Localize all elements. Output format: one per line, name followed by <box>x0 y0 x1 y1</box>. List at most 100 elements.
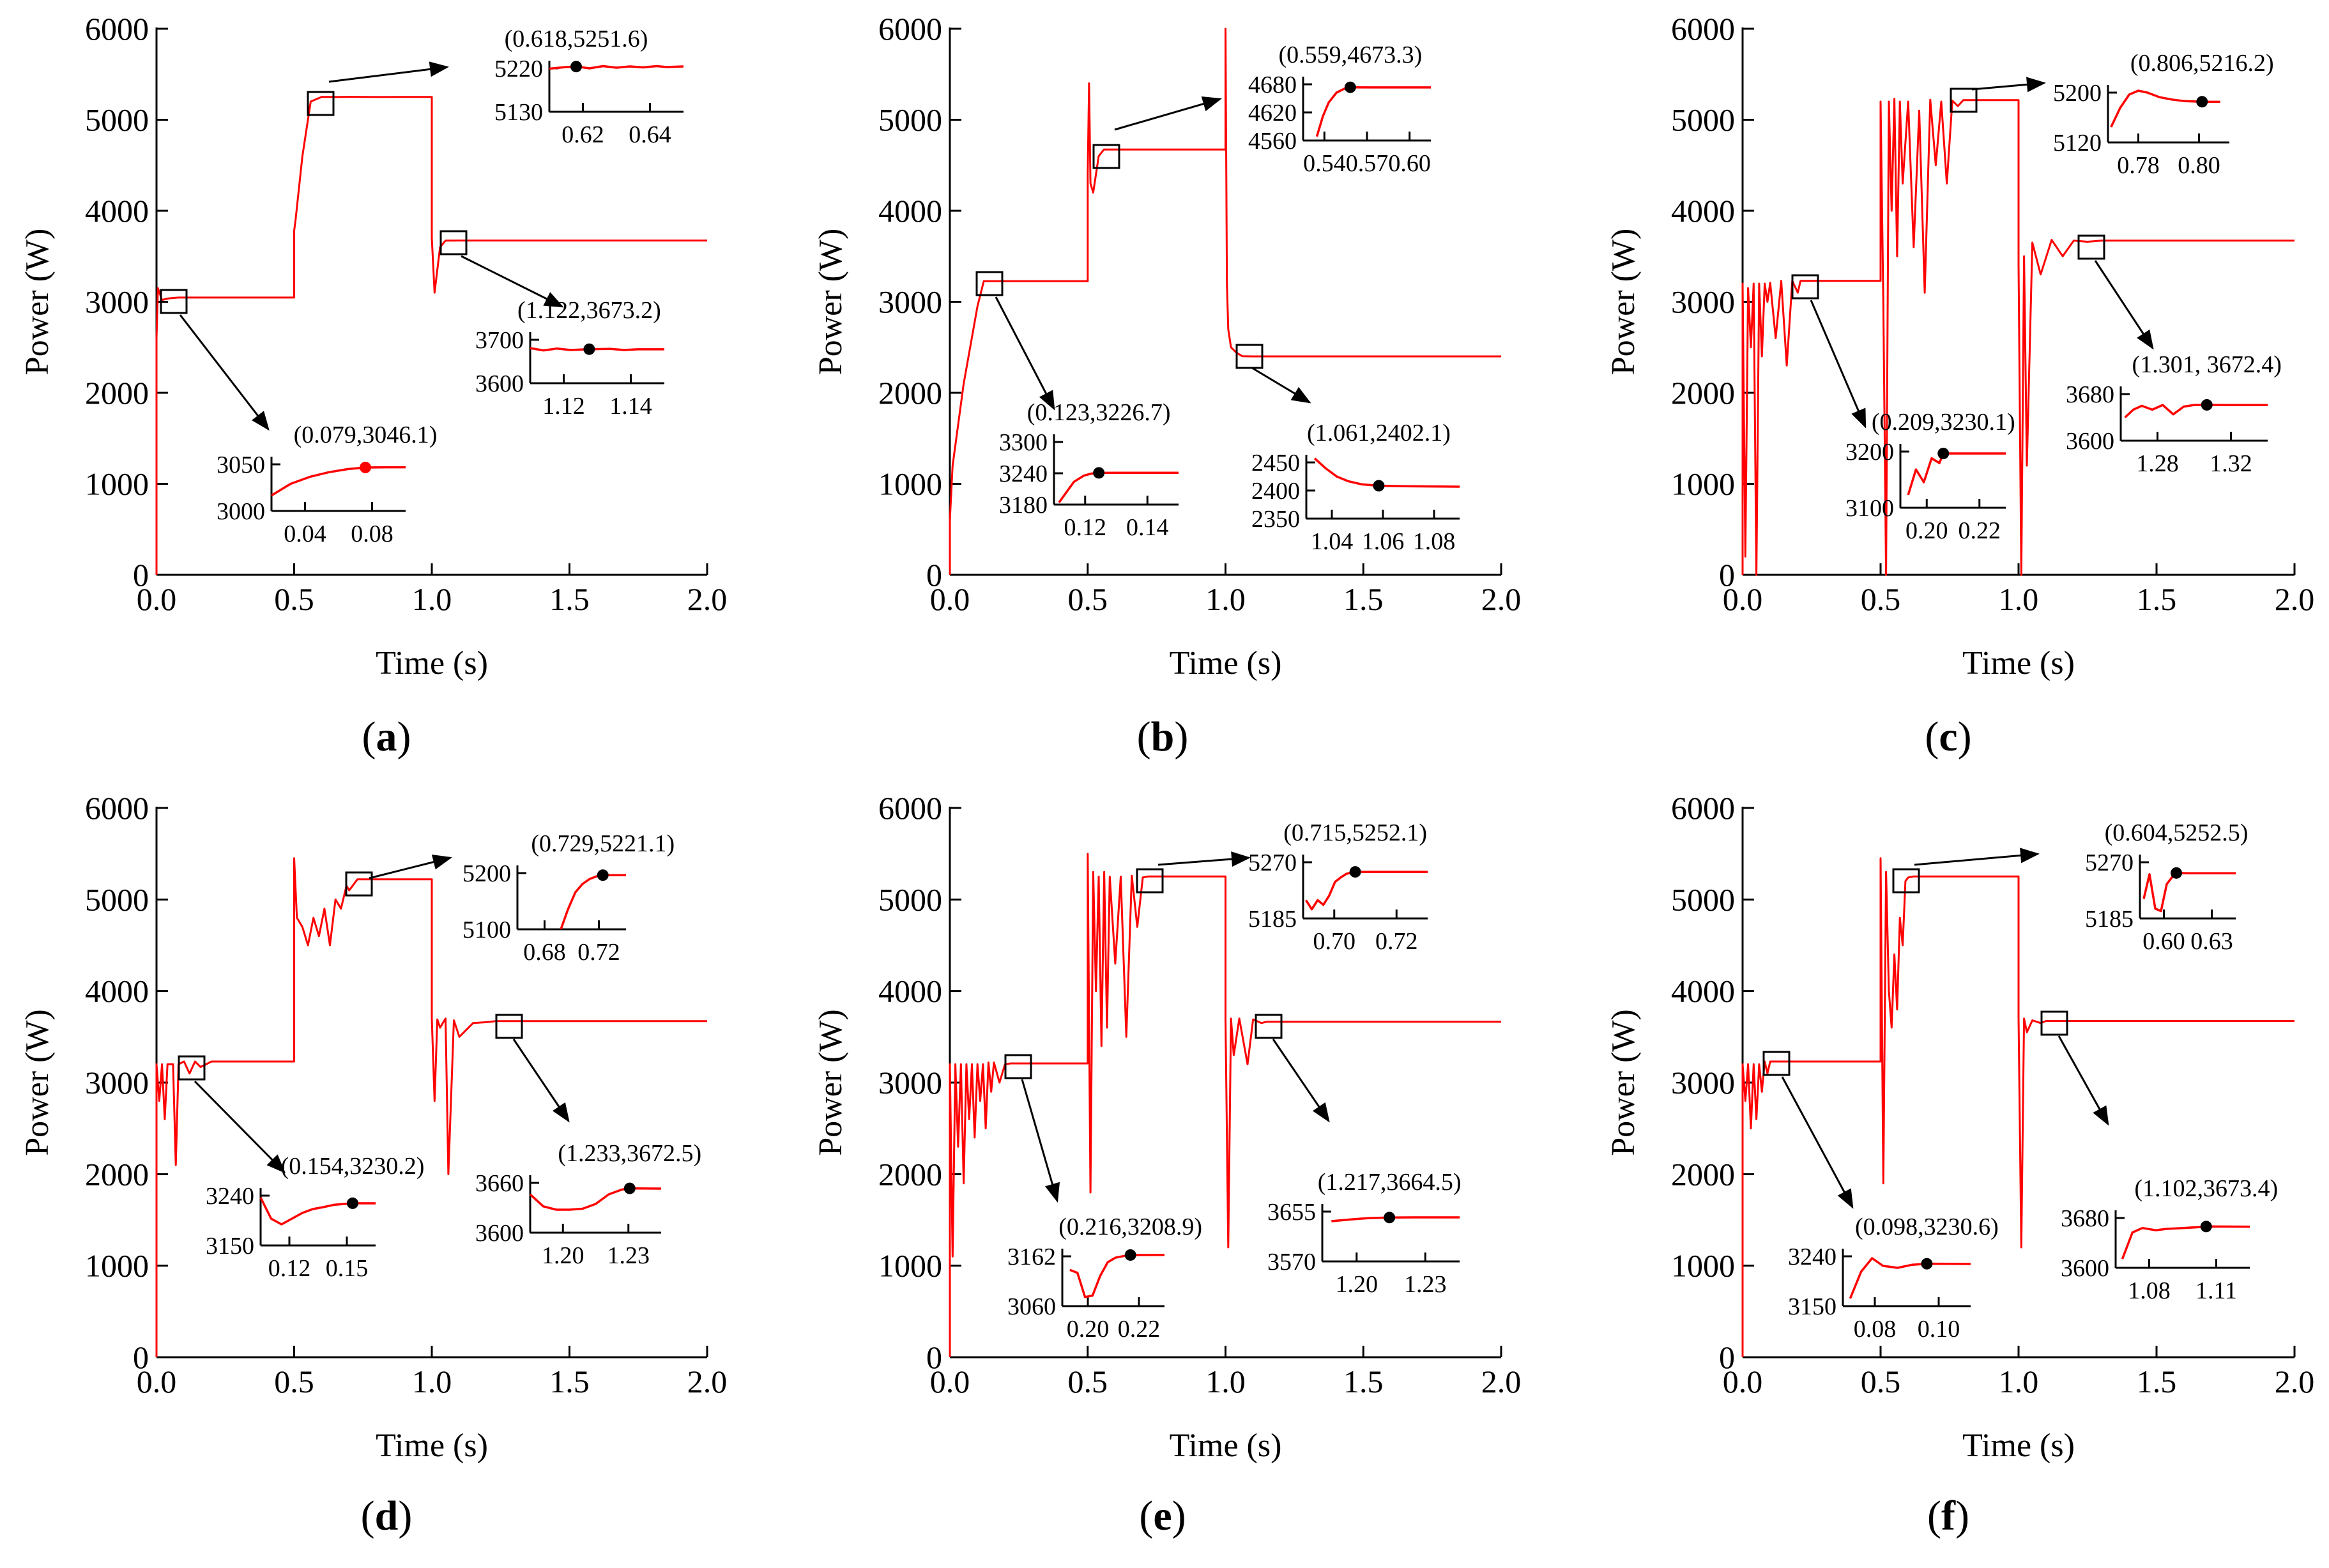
inset-highlight-point <box>1124 1249 1136 1261</box>
inset-highlight-point <box>2196 96 2208 108</box>
x-tick-label: 0.0 <box>930 581 970 617</box>
inset-y-tick-label: 5185 <box>2085 906 2134 932</box>
chart-panel-4: 0 1000 2000 3000 4000 5000 6000 0.0 0.5 1.0 1.5 2.0… <box>19 790 727 1539</box>
inset-y-tick-label: 3660 <box>475 1170 524 1197</box>
inset-highlight-point <box>1384 1212 1396 1224</box>
y-tick-label: 2000 <box>878 1156 942 1192</box>
zoom-box <box>1791 274 1819 300</box>
inset-y-tick-label: 3600 <box>2061 1255 2109 1282</box>
inset-series-line <box>1331 1216 1460 1222</box>
y-tick-label: 1000 <box>1671 1248 1735 1284</box>
x-axis-label: Time (s) <box>376 645 488 681</box>
x-tick-label: 0.0 <box>1723 581 1763 617</box>
inset-series-line <box>271 466 406 497</box>
inset-y-tick-label: 3200 <box>1845 439 1894 466</box>
inset-coordinate-label: (1.301, 3672.4) <box>2132 351 2282 378</box>
zoom-box <box>2040 1010 2068 1036</box>
zoom-box <box>1092 144 1120 169</box>
series-line-power <box>949 27 1501 575</box>
y-tick-label: 4000 <box>85 973 149 1009</box>
inset-y-tick-label: 3240 <box>206 1183 254 1210</box>
inset-y-tick-label: 3700 <box>475 327 524 354</box>
y-tick-label: 3000 <box>85 1065 149 1100</box>
y-tick-label: 6000 <box>1671 790 1735 826</box>
inset-coordinate-label: (0.618,5251.6) <box>505 26 648 52</box>
inset-highlight-point <box>1093 467 1105 479</box>
zoom-inset-1: 3050 3000 0.04 0.08 (0.079,3046.1) <box>160 289 437 547</box>
inset-x-tick-label: 0.60 <box>1388 150 1431 177</box>
inset-y-tick-label: 5130 <box>494 99 543 126</box>
inset-y-tick-label: 3680 <box>2061 1205 2109 1232</box>
y-tick-label: 5000 <box>878 102 942 138</box>
panel-label-letter: d <box>375 1493 399 1539</box>
inset-x-tick-label: 0.12 <box>268 1255 311 1282</box>
series-line-power <box>1741 98 2295 576</box>
zoom-arrow <box>1251 367 1311 404</box>
zoom-box <box>1950 88 1978 113</box>
inset-x-tick-label: 0.80 <box>2178 152 2220 179</box>
zoom-box <box>495 1014 523 1039</box>
panel-label-open: ( <box>1139 1493 1153 1539</box>
y-axis-label: Power (W) <box>1605 1009 1642 1156</box>
inset-highlight-point <box>583 343 595 355</box>
inset-y-tick-label: 2350 <box>1251 506 1300 533</box>
panel-label-close: ) <box>1955 1493 1969 1539</box>
x-tick-label: 0.5 <box>1068 581 1108 617</box>
y-tick-label: 0 <box>926 557 942 593</box>
inset-series-line <box>560 874 627 930</box>
zoom-inset-1: 3300 3240 3180 0.12 0.14 (0.123,3226.7) <box>975 271 1179 541</box>
zoom-inset-2: 5220 5130 0.62 0.64 (0.618,5251.6) <box>307 26 684 148</box>
panel-label-letter: f <box>1941 1493 1956 1539</box>
panel-label: (d) <box>361 1493 413 1539</box>
zoom-arrow <box>179 314 270 431</box>
inset-x-tick-label: 1.32 <box>2210 450 2252 477</box>
inset-series-line <box>1849 1257 1971 1299</box>
inset-y-tick-label: 5100 <box>462 917 511 943</box>
y-tick-label: 6000 <box>85 11 149 47</box>
y-tick-label: 0 <box>133 557 149 593</box>
x-tick-label: 1.0 <box>1999 581 2039 617</box>
inset-y-tick-label: 3680 <box>2066 381 2114 408</box>
y-axis-label: Power (W) <box>813 229 849 376</box>
inset-y-tick-label: 3060 <box>1007 1293 1056 1320</box>
y-tick-label: 5000 <box>1671 102 1735 138</box>
inset-x-tick-label: 0.08 <box>351 521 393 547</box>
inset-x-tick-label: 0.20 <box>1905 517 1948 544</box>
inset-series-line <box>1315 86 1431 137</box>
x-axis-label: Time (s) <box>1170 1427 1282 1464</box>
inset-series-line <box>529 1187 662 1211</box>
inset-y-tick-label: 3600 <box>2066 428 2114 455</box>
zoom-inset-2: 5270 5185 0.70 0.72 (0.715,5252.1) <box>1136 819 1428 955</box>
x-tick-label: 2.0 <box>2275 581 2315 617</box>
inset-highlight-point <box>623 1182 636 1194</box>
inset-y-tick-label: 5220 <box>494 56 543 82</box>
x-tick-label: 0.5 <box>1861 1364 1901 1399</box>
inset-y-tick-label: 5270 <box>1248 849 1297 876</box>
panel-label-open: ( <box>362 713 376 760</box>
zoom-inset-3: 3680 3600 1.28 1.32 (1.301, 3672.4) <box>2066 234 2282 477</box>
x-tick-label: 1.5 <box>1343 581 1384 617</box>
inset-coordinate-label: (0.806,5216.2) <box>2130 50 2274 77</box>
inset-coordinate-label: (1.217,3664.5) <box>1318 1169 1462 1196</box>
x-tick-label: 1.0 <box>1205 581 1246 617</box>
y-axis-label: Power (W) <box>813 1009 849 1156</box>
y-tick-label: 5000 <box>878 881 942 917</box>
zoom-box <box>1255 1014 1283 1039</box>
inset-x-tick-label: 0.64 <box>629 121 671 148</box>
inset-highlight-point <box>360 461 371 473</box>
inset-y-tick-label: 5120 <box>2053 130 2102 156</box>
inset-highlight-point <box>2200 1221 2212 1233</box>
panel-label-close: ) <box>1172 1493 1186 1539</box>
inset-coordinate-label: (0.209,3230.1) <box>1872 409 2015 436</box>
inset-y-tick-label: 5200 <box>2053 80 2102 107</box>
panel-label-open: ( <box>1927 1493 1941 1539</box>
inset-x-tick-label: 0.72 <box>577 939 620 966</box>
x-tick-label: 1.5 <box>1343 1364 1384 1399</box>
inset-x-tick-label: 1.06 <box>1362 528 1405 555</box>
series-line-power <box>949 853 1501 1357</box>
zoom-inset-2: 5270 5185 0.60 0.63 (0.604,5252.5) <box>1892 819 2248 955</box>
zoom-box <box>345 871 373 897</box>
inset-x-tick-label: 0.12 <box>1064 514 1107 541</box>
